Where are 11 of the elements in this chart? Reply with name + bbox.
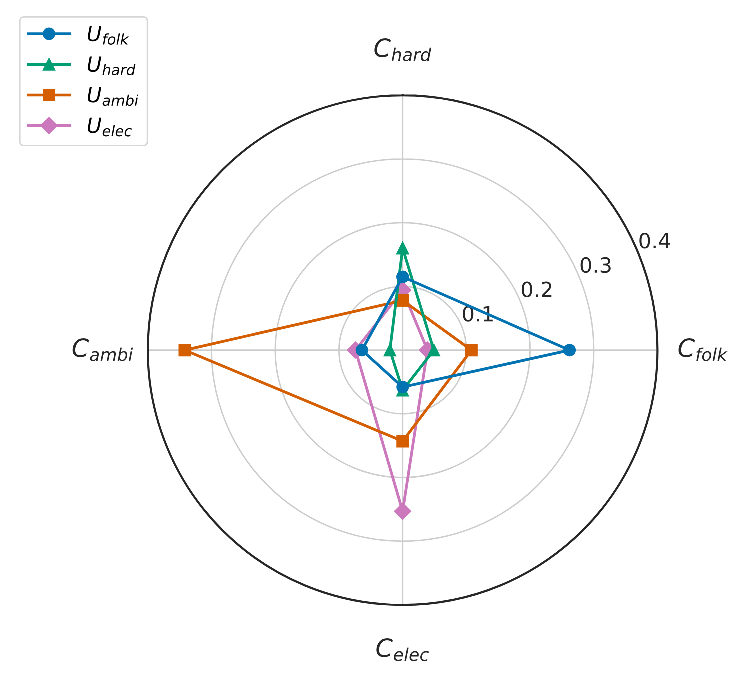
legend-label: U$_{elec}$ [88,118,132,137]
spoke-label: C$_{folk}$ [678,338,728,362]
y-tick-label: 0.3 [580,257,611,274]
y-tick-label: 0.2 [522,282,552,298]
spoke-label: C$_{hard}$ [374,38,432,62]
spoke-label: C$_{elec}$ [376,638,430,662]
legend-label: U$_{ambi}$ [88,87,139,106]
y-tick-label: 0.4 [640,233,670,249]
legend-label: U$_{hard}$ [88,56,136,76]
legend-label: U$_{folk}$ [88,26,130,45]
spoke-label: C$_{ambi}$ [72,338,134,362]
